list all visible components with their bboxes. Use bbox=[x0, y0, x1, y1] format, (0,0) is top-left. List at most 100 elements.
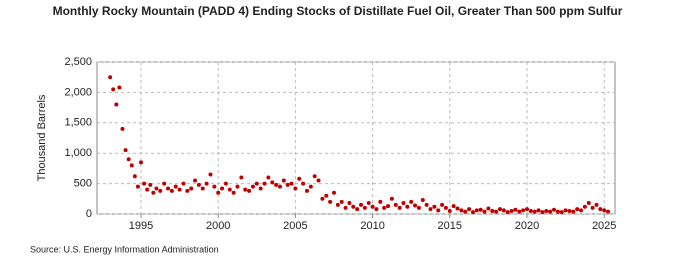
point bbox=[351, 204, 356, 209]
point bbox=[304, 188, 309, 193]
point bbox=[548, 209, 553, 214]
point bbox=[266, 175, 271, 180]
x-tick-label: 2015 bbox=[438, 220, 462, 232]
point bbox=[440, 202, 445, 207]
x-tick-label: 2005 bbox=[283, 220, 307, 232]
point bbox=[301, 181, 306, 186]
point bbox=[378, 199, 383, 204]
point bbox=[544, 208, 549, 213]
point bbox=[281, 178, 286, 183]
point bbox=[258, 186, 263, 191]
point bbox=[459, 208, 464, 213]
x-tick-label: 2000 bbox=[206, 220, 230, 232]
point bbox=[517, 209, 522, 214]
point bbox=[494, 209, 499, 214]
x-tick-label: 2010 bbox=[360, 220, 384, 232]
point bbox=[158, 188, 163, 193]
point bbox=[416, 205, 421, 210]
point bbox=[193, 178, 198, 183]
point bbox=[162, 181, 167, 186]
point bbox=[386, 204, 391, 209]
point bbox=[528, 208, 533, 213]
point bbox=[324, 193, 329, 198]
y-tick-label: 2,000 bbox=[64, 86, 92, 98]
point bbox=[169, 188, 174, 193]
point bbox=[501, 208, 506, 213]
point bbox=[320, 196, 325, 201]
y-tick-label: 1,000 bbox=[64, 147, 92, 159]
point bbox=[447, 208, 452, 213]
point bbox=[509, 208, 514, 213]
point bbox=[432, 204, 437, 209]
point bbox=[235, 184, 240, 189]
point bbox=[173, 184, 178, 189]
point bbox=[540, 210, 545, 215]
point bbox=[270, 180, 275, 185]
y-tick-label: 1,500 bbox=[64, 117, 92, 129]
y-axis-label: Thousand Barrels bbox=[36, 94, 48, 181]
point bbox=[343, 205, 348, 210]
x-tick-label: 1995 bbox=[129, 220, 153, 232]
point bbox=[478, 207, 483, 212]
point bbox=[181, 181, 186, 186]
point bbox=[148, 182, 153, 187]
point bbox=[331, 190, 336, 195]
point bbox=[451, 204, 456, 209]
point bbox=[575, 207, 580, 212]
point bbox=[231, 190, 236, 195]
point bbox=[247, 188, 252, 193]
y-tick-label: 0 bbox=[86, 208, 92, 220]
plot-frame bbox=[96, 61, 616, 215]
point bbox=[243, 187, 248, 192]
point bbox=[208, 172, 213, 177]
point bbox=[536, 208, 541, 213]
point bbox=[135, 184, 140, 189]
point bbox=[227, 187, 232, 192]
point bbox=[524, 207, 529, 212]
x-tick-label: 2025 bbox=[592, 220, 616, 232]
point bbox=[126, 157, 131, 162]
point bbox=[455, 206, 460, 211]
point bbox=[552, 207, 557, 212]
point bbox=[145, 187, 150, 192]
y-tick-label: 500 bbox=[74, 178, 92, 190]
point bbox=[586, 201, 591, 206]
y-tick-label: 2,500 bbox=[64, 56, 92, 68]
point bbox=[185, 188, 190, 193]
point bbox=[196, 182, 201, 187]
point bbox=[470, 210, 475, 215]
point bbox=[250, 184, 255, 189]
point bbox=[401, 201, 406, 206]
point bbox=[397, 205, 402, 210]
point bbox=[123, 148, 128, 153]
point bbox=[420, 198, 425, 203]
point bbox=[579, 208, 584, 213]
point bbox=[114, 102, 119, 107]
point bbox=[312, 174, 317, 179]
point bbox=[293, 186, 298, 191]
point bbox=[532, 209, 537, 214]
point bbox=[474, 208, 479, 213]
point bbox=[308, 184, 313, 189]
point bbox=[571, 209, 576, 214]
point bbox=[347, 201, 352, 206]
point bbox=[254, 181, 259, 186]
point bbox=[262, 181, 267, 186]
point bbox=[189, 186, 194, 191]
point bbox=[567, 208, 572, 213]
point bbox=[220, 186, 225, 191]
point bbox=[274, 182, 279, 187]
point bbox=[505, 210, 510, 215]
point bbox=[497, 207, 502, 212]
chart-title: Monthly Rocky Mountain (PADD 4) Ending S… bbox=[52, 4, 623, 18]
point bbox=[443, 205, 448, 210]
point bbox=[200, 186, 205, 191]
point bbox=[413, 203, 418, 208]
point bbox=[297, 176, 302, 181]
point bbox=[335, 202, 340, 207]
point bbox=[389, 196, 394, 201]
point bbox=[177, 187, 182, 192]
point bbox=[393, 202, 398, 207]
point bbox=[216, 190, 221, 195]
